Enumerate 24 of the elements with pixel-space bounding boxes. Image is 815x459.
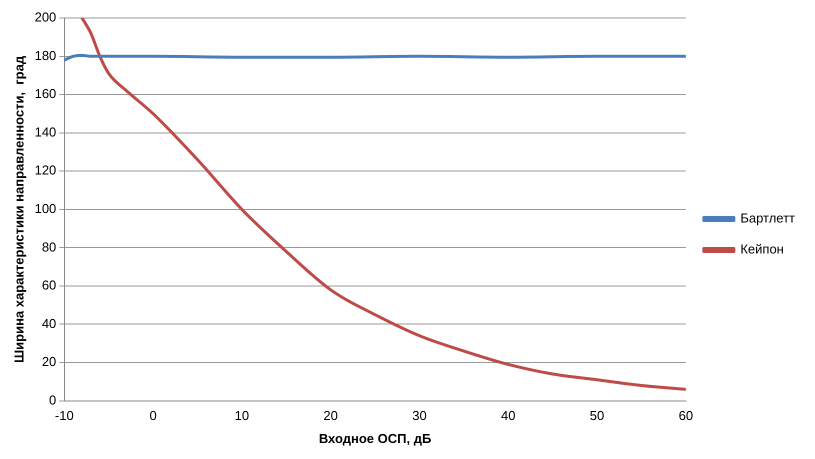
y-tick-label: 140 bbox=[34, 124, 56, 140]
x-tick-label: 50 bbox=[590, 408, 604, 424]
y-tick-label: 100 bbox=[34, 200, 56, 216]
x-tick-label: -10 bbox=[54, 408, 74, 424]
y-tick-label: 0 bbox=[49, 392, 56, 408]
x-tick-label: 60 bbox=[678, 408, 694, 424]
y-tick-label: 160 bbox=[34, 86, 56, 102]
x-tick-label: 40 bbox=[501, 408, 516, 424]
x-tick-label: 30 bbox=[412, 408, 427, 424]
y-tick-label: 180 bbox=[34, 48, 56, 63]
y-tick-label: 20 bbox=[42, 354, 56, 370]
y-tick-label: 200 bbox=[34, 10, 56, 25]
y-tick-label: 80 bbox=[42, 239, 56, 254]
x-axis-title: Входное ОСП, дБ bbox=[318, 430, 432, 446]
y-axis-title: Ширина характеристики направленности, град bbox=[11, 55, 26, 363]
x-tick-label: 10 bbox=[234, 408, 250, 424]
y-tick-label: 60 bbox=[42, 278, 56, 293]
y-tick-label: 40 bbox=[42, 316, 56, 331]
legend-label: Кейпон bbox=[740, 242, 784, 257]
x-tick-label: 0 bbox=[149, 408, 157, 424]
legend-label: Бартлетт bbox=[740, 210, 796, 226]
line-series bbox=[80, 18, 686, 391]
y-tick-label: 120 bbox=[34, 162, 56, 178]
x-tick-label: 20 bbox=[323, 408, 338, 424]
